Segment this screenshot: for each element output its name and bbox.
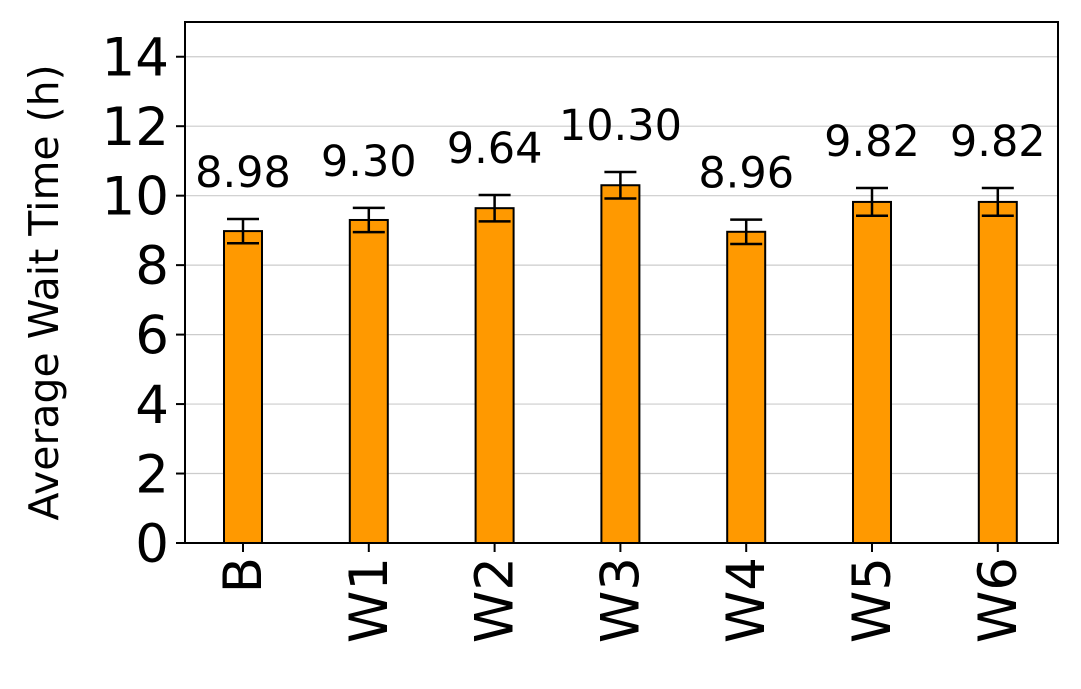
bar	[600, 184, 641, 544]
error-bar	[856, 186, 888, 218]
error-bars	[227, 170, 1014, 246]
y-tick-label: 2	[135, 445, 169, 506]
x-tick-label: W6	[968, 557, 1029, 643]
data-label: 8.96	[698, 149, 794, 199]
bar	[726, 230, 767, 544]
x-tick-label: W3	[590, 557, 651, 643]
bar	[474, 207, 515, 545]
data-label: 8.98	[195, 148, 291, 198]
data-label: 9.30	[321, 137, 417, 187]
x-tick-label: W4	[716, 557, 777, 643]
data-label: 10.30	[559, 101, 682, 151]
error-bar	[730, 218, 763, 246]
data-label: 9.82	[950, 117, 1046, 167]
y-tick-label: 4	[135, 375, 169, 436]
bar	[977, 200, 1018, 544]
plot-frame	[184, 21, 1059, 544]
y-tick-label: 0	[135, 514, 169, 575]
error-bar	[352, 206, 385, 234]
error-bar	[478, 193, 511, 223]
y-axis-label: Average Wait Time (h)	[20, 64, 68, 520]
x-tick-label: B	[213, 557, 274, 593]
y-tick-label: 12	[102, 97, 169, 158]
error-bar	[227, 217, 259, 245]
y-tick-label: 8	[135, 236, 169, 297]
bars	[223, 184, 1018, 545]
y-tick-label: 10	[102, 167, 169, 228]
x-tick-label: W2	[465, 557, 526, 643]
x-axis-ticks: B W1 W2 W3 W4 W5 W6	[213, 543, 1029, 643]
y-axis-ticks: 0 2 4 6 8 10 12 14	[102, 28, 185, 575]
bar	[348, 218, 389, 544]
data-label: 9.64	[447, 124, 543, 174]
error-bar	[981, 186, 1014, 218]
error-bar	[604, 170, 637, 200]
bar	[852, 200, 892, 544]
y-tick-label: 14	[102, 28, 169, 89]
x-tick-label: W1	[339, 557, 400, 643]
y-tick-label: 6	[135, 306, 169, 367]
bar	[223, 230, 263, 544]
data-labels: 8.98 9.30 9.64 10.30 8.96 9.82 9.82	[195, 101, 1046, 199]
x-tick-label: W5	[842, 557, 903, 643]
data-label: 9.82	[824, 117, 920, 167]
